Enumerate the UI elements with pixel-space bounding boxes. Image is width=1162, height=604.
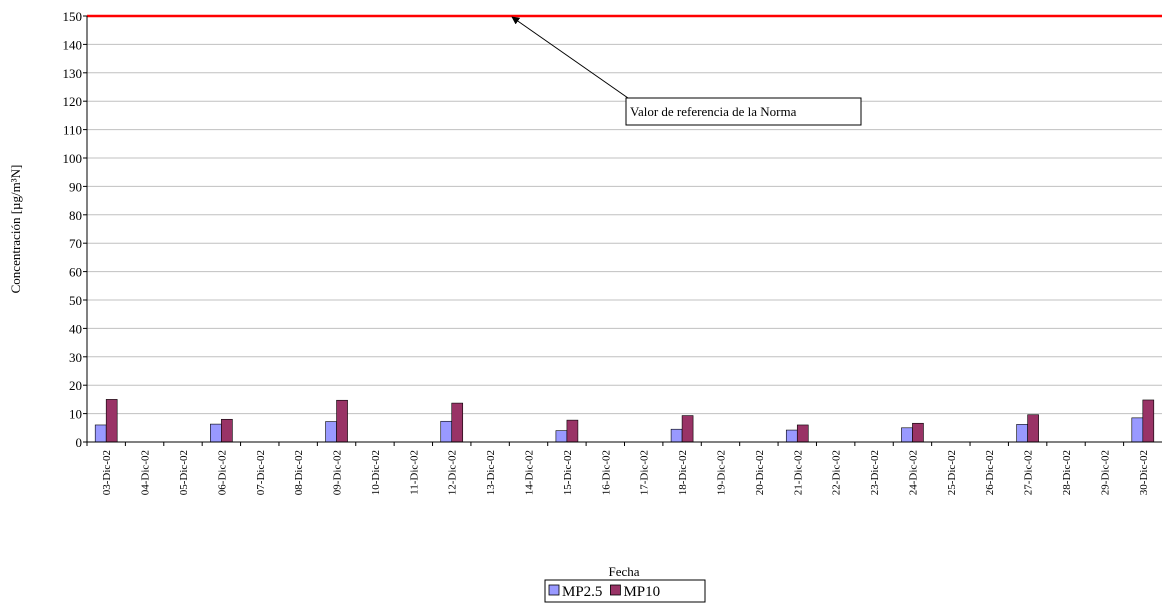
x-tick-label: 25-Dic-02 xyxy=(946,450,958,495)
x-tick-label: 29-Dic-02 xyxy=(1099,450,1111,495)
legend-swatch xyxy=(610,584,621,596)
x-tick-label: 22-Dic-02 xyxy=(831,450,843,495)
x-tick-label: 18-Dic-02 xyxy=(677,450,689,495)
bar xyxy=(1142,399,1155,443)
y-tick-label: 120 xyxy=(63,94,83,109)
legend-label: MP10 xyxy=(623,584,660,600)
x-tick-label: 09-Dic-02 xyxy=(332,450,344,495)
x-tick-label: 27-Dic-02 xyxy=(1023,450,1035,495)
bar xyxy=(325,421,337,443)
annotation: Valor de referencia de la Norma xyxy=(630,104,797,119)
x-tick-label: 16-Dic-02 xyxy=(600,450,612,495)
y-tick-label: 80 xyxy=(69,208,82,223)
x-tick-label: 21-Dic-02 xyxy=(792,450,804,495)
x-tick-label: 14-Dic-02 xyxy=(524,450,536,495)
x-axis-title: Fecha xyxy=(608,564,639,579)
bar xyxy=(566,419,579,443)
bar xyxy=(681,415,694,443)
x-tick-label: 17-Dic-02 xyxy=(639,450,651,495)
legend-swatch xyxy=(548,584,560,596)
bar xyxy=(336,399,348,443)
bar xyxy=(555,430,568,443)
x-tick-label: 24-Dic-02 xyxy=(907,450,919,495)
bar xyxy=(94,424,107,443)
x-tick-label: 23-Dic-02 xyxy=(869,450,881,495)
bar xyxy=(785,429,798,443)
marks xyxy=(87,14,1162,443)
x-tick-label: 12-Dic-02 xyxy=(447,450,459,495)
bar xyxy=(670,428,683,443)
y-tick-label: 0 xyxy=(76,435,83,450)
annotation-box xyxy=(625,97,862,126)
y-tick-label: 20 xyxy=(69,378,82,393)
bar xyxy=(1131,417,1144,443)
x-tick-label: 05-Dic-02 xyxy=(178,450,190,495)
y-tick-label: 30 xyxy=(69,350,82,365)
y-tick-label: 50 xyxy=(69,293,82,308)
x-tick-label: 28-Dic-02 xyxy=(1061,450,1073,495)
bar xyxy=(210,423,222,443)
x-tick-label: 13-Dic-02 xyxy=(485,450,497,495)
bar xyxy=(221,418,233,443)
x-tick-label: 04-Dic-02 xyxy=(140,450,152,495)
x-tick-label: 15-Dic-02 xyxy=(562,450,574,495)
x-tick-label: 20-Dic-02 xyxy=(754,450,766,495)
y-tick-label: 100 xyxy=(63,151,83,166)
bar xyxy=(1027,414,1039,443)
y-tick-label: 70 xyxy=(69,236,82,251)
x-tick-label: 19-Dic-02 xyxy=(715,450,727,495)
grid: 0 10 20 30 40 50 60 70 80 90 100 110 120 130 140 150 03-… xyxy=(63,9,1162,495)
y-tick-label: 40 xyxy=(69,321,82,336)
bar xyxy=(440,420,453,443)
y-tick-label: 90 xyxy=(69,179,82,194)
bar xyxy=(901,427,913,443)
bar xyxy=(451,402,464,443)
legend: MP2.5 MP10 xyxy=(548,584,660,600)
y-tick-label: 60 xyxy=(69,265,82,280)
y-tick-label: 140 xyxy=(63,37,83,52)
y-tick-label: 130 xyxy=(63,66,83,81)
bar xyxy=(105,399,118,443)
bar xyxy=(912,422,924,443)
x-tick-label: 30-Dic-02 xyxy=(1138,450,1150,495)
bar xyxy=(796,424,809,443)
bar xyxy=(1016,424,1028,443)
x-tick-label: 10-Dic-02 xyxy=(370,450,382,495)
x-tick-label: 26-Dic-02 xyxy=(984,450,996,495)
legend-label: MP2.5 xyxy=(562,584,602,600)
y-tick-label: 150 xyxy=(63,9,83,24)
x-tick-label: 06-Dic-02 xyxy=(216,450,228,495)
legend-box xyxy=(544,579,706,603)
x-tick-label: 07-Dic-02 xyxy=(255,450,267,495)
x-tick-label: 11-Dic-02 xyxy=(408,450,420,495)
y-axis-title: Concentración [µg/m³N] xyxy=(8,165,23,294)
x-tick-label: 08-Dic-02 xyxy=(293,450,305,495)
x-tick-label: 03-Dic-02 xyxy=(101,450,113,495)
y-tick-label: 110 xyxy=(63,123,82,138)
y-tick-label: 10 xyxy=(69,407,82,422)
annotation-arrow xyxy=(511,16,629,99)
